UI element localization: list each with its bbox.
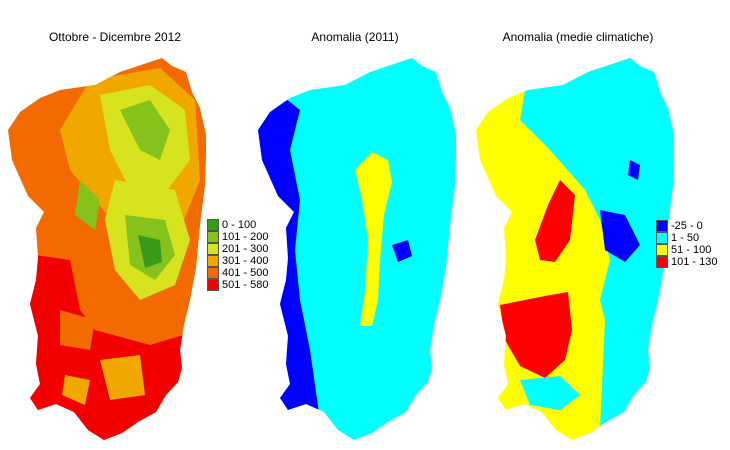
- legend-label: 101 - 130: [671, 256, 718, 268]
- legend-label: -25 - 0: [671, 220, 703, 232]
- legend-precipitation: 0 - 100 101 - 200 201 - 300 301 - 400 40…: [207, 219, 268, 291]
- legend-label: 501 - 580: [222, 279, 269, 291]
- legend-label: 201 - 300: [222, 243, 269, 255]
- legend-row: 51 - 100: [656, 244, 717, 256]
- legend-swatch: [207, 279, 219, 291]
- legend-row: 301 - 400: [207, 255, 268, 267]
- panel-1-title: Ottobre - Dicembre 2012: [48, 30, 182, 44]
- legend-row: 1 - 50: [656, 232, 717, 244]
- panel-2-title: Anomalia (2011): [311, 30, 399, 44]
- panel-3-title: Anomalia (medie climatiche): [502, 30, 654, 44]
- legend-label: 301 - 400: [222, 255, 269, 267]
- legend-swatch: [207, 219, 219, 231]
- legend-swatch: [656, 232, 668, 244]
- legend-swatch: [207, 231, 219, 243]
- legend-row: 501 - 580: [207, 279, 268, 291]
- legend-label: 51 - 100: [671, 244, 712, 256]
- legend-row: 201 - 300: [207, 243, 268, 255]
- map-anomaly-climatic-means: [476, 58, 674, 440]
- legend-swatch: [656, 244, 668, 256]
- legend-label: 401 - 500: [222, 267, 269, 279]
- legend-swatch: [656, 256, 668, 268]
- legend-row: 101 - 130: [656, 256, 717, 268]
- legend-row: 401 - 500: [207, 267, 268, 279]
- legend-swatch: [207, 267, 219, 279]
- legend-label: 101 - 200: [222, 231, 269, 243]
- legend-label: 1 - 50: [671, 232, 700, 244]
- legend-row: 0 - 100: [207, 219, 268, 231]
- legend-swatch: [207, 243, 219, 255]
- legend-swatch: [656, 220, 668, 232]
- map-anomaly-2011: [258, 58, 456, 440]
- legend-row: -25 - 0: [656, 220, 717, 232]
- legend-swatch: [207, 255, 219, 267]
- legend-anomaly-climatic-means: -25 - 0 1 - 50 51 - 100 101 - 130: [656, 220, 717, 268]
- map-precipitation: [8, 58, 206, 440]
- legend-label: 0 - 100: [222, 219, 257, 231]
- legend-row: 101 - 200: [207, 231, 268, 243]
